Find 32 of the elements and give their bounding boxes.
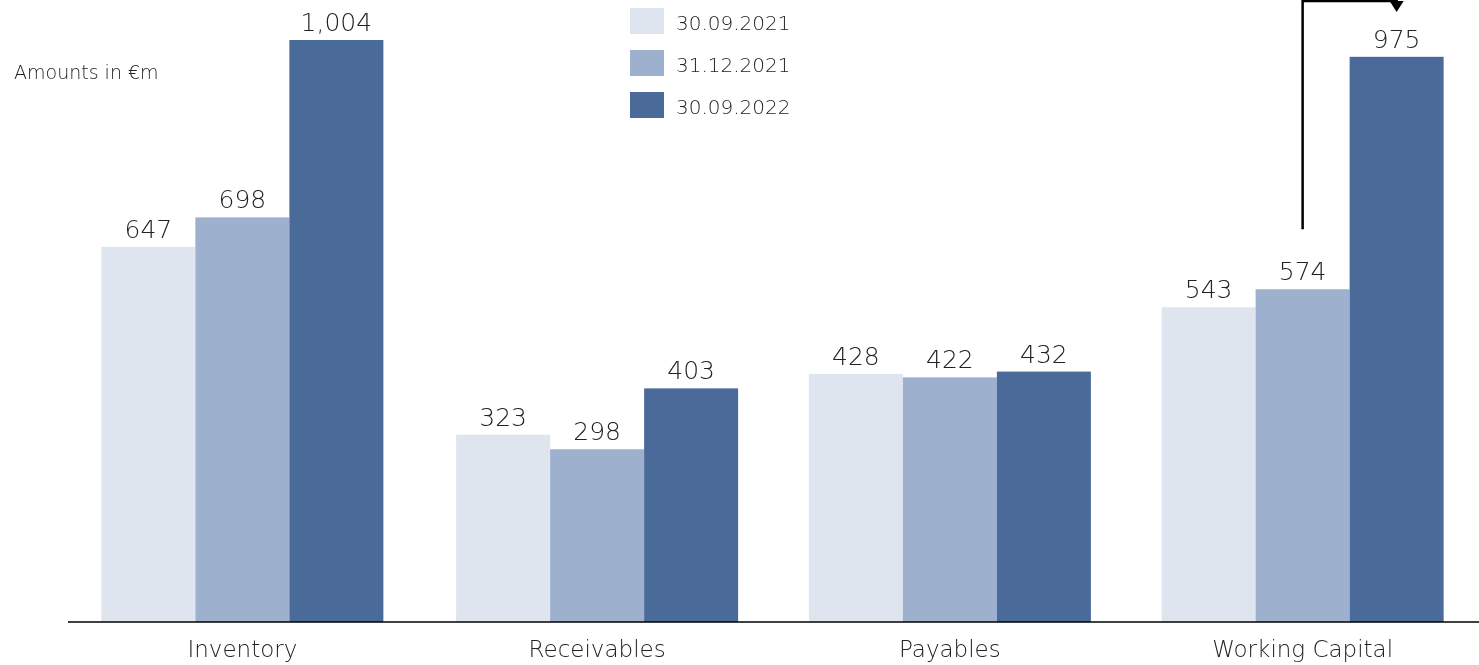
legend-label: 30.09.2021	[676, 11, 791, 35]
data-label: 647	[124, 214, 173, 244]
bar	[289, 40, 384, 622]
bar	[195, 217, 290, 622]
data-label: 422	[926, 345, 974, 375]
x-tick-label: Receivables	[528, 636, 666, 662]
bar	[550, 449, 645, 622]
data-label: 323	[479, 402, 527, 432]
data-label: 698	[218, 185, 267, 215]
data-label: 543	[1184, 275, 1233, 305]
bar	[101, 246, 196, 622]
x-tick-label: Payables	[898, 636, 1001, 662]
bar	[902, 377, 997, 622]
bar	[808, 373, 903, 622]
data-label: 574	[1278, 257, 1327, 287]
x-tick-label: Working Capital	[1212, 636, 1394, 662]
data-label: 298	[573, 417, 621, 447]
bar	[996, 371, 1091, 622]
data-label: 1,004	[300, 8, 373, 37]
y-axis-title: Amounts in €m	[14, 61, 159, 83]
bar	[1161, 307, 1256, 622]
legend-label: 30.09.2022	[676, 95, 791, 119]
x-tick-label: Inventory	[187, 636, 298, 662]
bar	[644, 388, 739, 622]
data-label: 428	[832, 341, 880, 371]
bar	[1255, 289, 1350, 622]
data-label: 403	[667, 356, 715, 386]
legend-label: 31.12.2021	[676, 53, 791, 77]
bar	[456, 434, 551, 622]
bar	[1349, 56, 1444, 622]
data-label: 432	[1020, 339, 1068, 369]
data-label: 975	[1372, 24, 1421, 54]
